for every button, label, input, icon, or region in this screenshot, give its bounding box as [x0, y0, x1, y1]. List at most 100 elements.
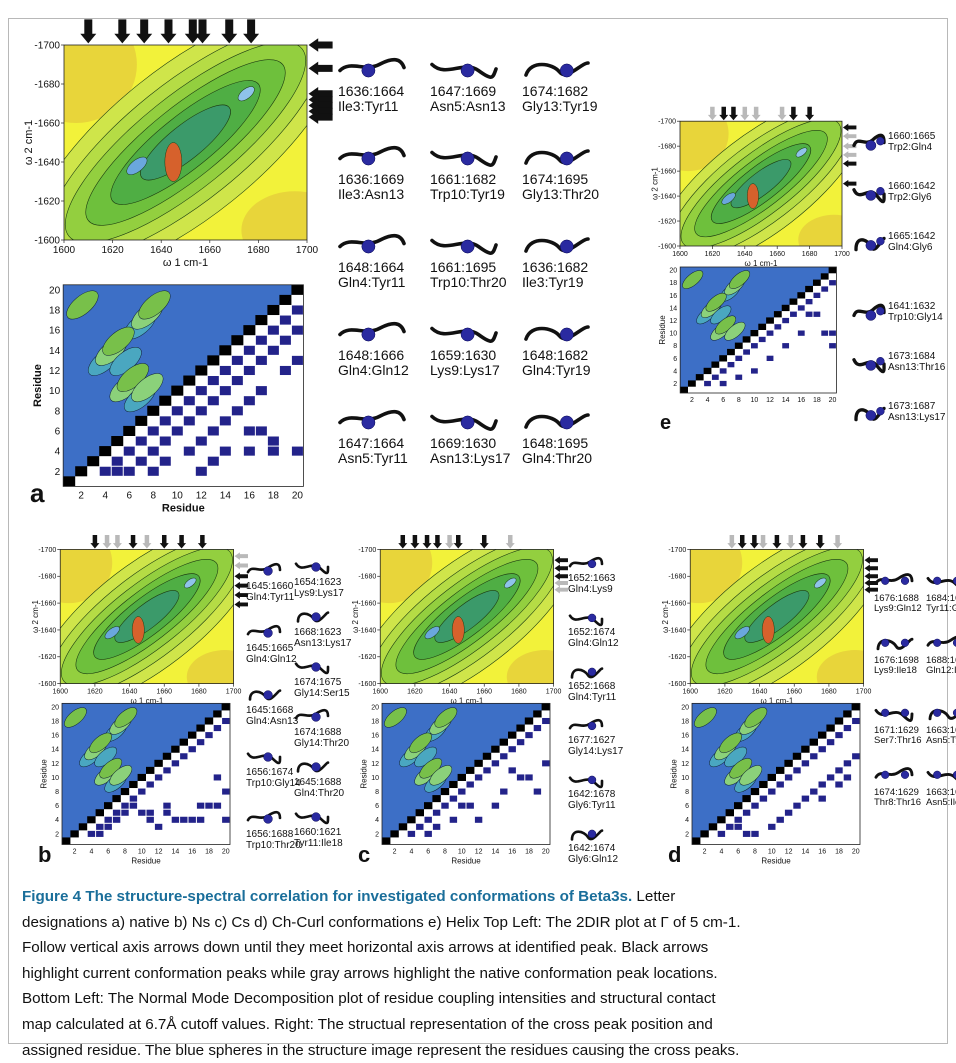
contact-cell [717, 830, 726, 837]
arrow-left-icon [864, 585, 878, 594]
contact-cell [255, 426, 267, 436]
structure-label-c1: 1652:1674 Gln4:Gln12 [568, 627, 619, 650]
peak-position: 1674:1695 [522, 171, 589, 187]
map-ytick-e: 8 [673, 343, 677, 350]
residue-pair: Trp10:Thr20 [246, 839, 301, 851]
contact-cell [87, 830, 96, 837]
contact-map-d: 2 2 4 4 6 6 8 8 10 10 12 12 14 14 16 16 18 18 20 20 Residue R… [670, 702, 861, 865]
residue-pair: Trp2:Gly6 [888, 191, 932, 203]
contact-cell [231, 355, 243, 365]
arrow-down-icon [788, 106, 798, 121]
residue-pair: Gln4:Tyr19 [522, 362, 591, 379]
arrow-left-icon [308, 110, 333, 124]
contact-cell [805, 311, 813, 317]
map-ytick-d: 20 [681, 704, 689, 711]
contact-cell [195, 406, 207, 416]
map-xtick-c: 14 [492, 848, 500, 855]
ir-ytick-c: -1700 [358, 547, 376, 554]
ir-ytick-e: -1640 [658, 194, 676, 201]
caption-line-3: Follow vertical axis arrows down until t… [22, 939, 709, 957]
ir-ytick-d: -1700 [668, 547, 686, 554]
contact-cell [207, 396, 219, 406]
residue-pair: Asn5:Tyr11 [926, 735, 956, 747]
residue-pair: Gly13:Thr20 [522, 186, 600, 203]
contact-cell [751, 830, 759, 837]
map-xtick-e: 16 [797, 397, 805, 404]
arrow-down-icon [432, 535, 442, 549]
residue-sphere [881, 638, 890, 647]
map-ytick-c: 10 [371, 775, 379, 782]
peak-position: 1642:1674 [568, 843, 616, 854]
contact-cell [458, 788, 466, 795]
map-ytick-d: 4 [685, 817, 689, 824]
arrow-down-icon [758, 535, 768, 549]
figure-frame [8, 18, 948, 1044]
arrow-down-icon [815, 535, 825, 549]
ir-xlabel-a: ω 1 cm-1 [163, 257, 208, 269]
contact-cell [207, 426, 219, 436]
structure-label-a1: 1647:1669 Asn5:Asn13 [430, 83, 506, 114]
backbone-ribbon [524, 61, 590, 77]
contact-cell [835, 767, 843, 774]
map-ytick-b: 14 [51, 747, 59, 754]
contact-cell [171, 760, 180, 767]
figure-caption: Figure 4 The structure-spectral correlat… [22, 884, 938, 1063]
arrow-down-icon [112, 535, 122, 549]
caption-figure-label: Figure 4 [22, 888, 82, 905]
map-xtick-a: 6 [126, 490, 132, 501]
ir-ytick-c: -1660 [358, 601, 376, 608]
arrow-left-icon [842, 151, 857, 159]
contact-cell [243, 365, 255, 376]
ir-ytick-e: -1680 [658, 144, 676, 151]
contact-cell [424, 830, 432, 837]
map-ytick-b: 2 [55, 831, 59, 838]
map-xtick-c: 20 [542, 848, 550, 855]
structure-glyph [294, 662, 330, 675]
contact-cell [222, 717, 230, 725]
structure-glyph [296, 761, 330, 773]
contact-cell [458, 802, 466, 809]
contact-cell [219, 365, 231, 376]
residue-sphere [587, 721, 597, 731]
residue-sphere [900, 770, 910, 779]
residue-sphere [460, 327, 475, 342]
arrow-down-icon [102, 535, 112, 549]
contact-cell [441, 802, 449, 809]
map-xtick-c: 6 [426, 848, 430, 855]
residue-pair: Gln4:Gln12 [568, 637, 619, 649]
structure-label-b0: 1645:1660 Gln4:Tyr11 [246, 581, 294, 604]
contact-cell [704, 380, 711, 387]
ir-ytick-b: -1620 [38, 654, 56, 661]
map-ytick-b: 4 [55, 817, 59, 824]
contact-cell [121, 802, 129, 809]
structure-label-b1: 1654:1623 Lys9:Lys17 [294, 577, 344, 600]
contact-cell [719, 368, 727, 374]
structure-glyph [430, 326, 498, 343]
residue-sphere [263, 566, 273, 576]
map-ytick-c: 6 [375, 803, 379, 810]
structure-label-e3: 1641:1632 Trp10:Gly14 [888, 301, 943, 324]
residue-sphere [865, 360, 877, 371]
map-xlabel-b: Residue [131, 856, 161, 865]
structure-glyph [874, 708, 914, 722]
contact-cell [159, 456, 171, 466]
peak-position: 1645:1688 [294, 777, 342, 788]
contact-cell [219, 446, 231, 456]
contact-cell [466, 781, 474, 788]
contact-cell [195, 436, 207, 446]
map-xtick-c: 18 [525, 848, 533, 855]
peak-position: 1668:1623 [294, 627, 342, 638]
map-xlabel-c: Residue [451, 856, 481, 865]
arrow-left-icon [842, 179, 857, 188]
residue-sphere [263, 690, 273, 700]
residue-sphere [865, 410, 877, 421]
residue-sphere [876, 307, 885, 316]
residue-sphere [559, 63, 574, 78]
arrow-down-icon [422, 535, 432, 549]
contact-cell [801, 795, 810, 802]
structure-glyph [854, 406, 886, 422]
caption-line-7: assigned residue. The blue spheres in th… [22, 1041, 740, 1059]
structure-glyph [568, 775, 604, 789]
caption-line-6: map calculated at 6.7Å cutoff values. Ri… [22, 1015, 713, 1033]
contact-cell [449, 795, 458, 802]
